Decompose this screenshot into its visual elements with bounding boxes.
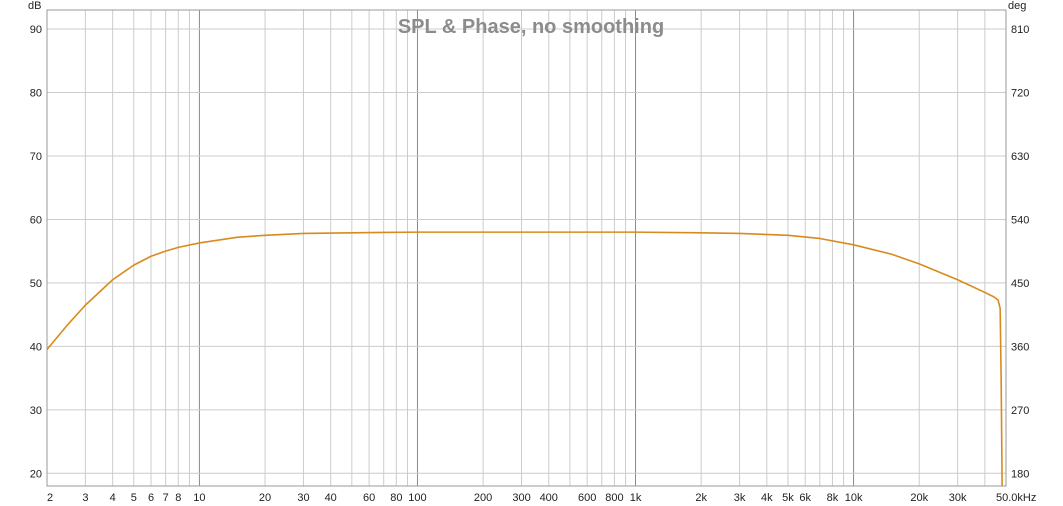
x-tick-label: 200 bbox=[474, 492, 492, 504]
y-tick-label: 50 bbox=[30, 278, 42, 290]
x-tick-label: 3k bbox=[734, 492, 746, 504]
x-tick-label: 10 bbox=[193, 492, 205, 504]
x-tick-label: 300 bbox=[512, 492, 530, 504]
x-tick-label: 60 bbox=[363, 492, 375, 504]
y2-tick-label: 270 bbox=[1011, 405, 1029, 417]
frequency-axis-ticks: 2 3 4 5 6 7 8 10 20 30 40 60 80 100 200 300 400 600 800 1k 2… bbox=[47, 492, 1036, 504]
y2-tick-label: 810 bbox=[1011, 24, 1029, 36]
x-tick-label: 50.0kHz bbox=[996, 492, 1036, 504]
x-tick-label: 6 bbox=[148, 492, 154, 504]
x-tick-label: 40 bbox=[325, 492, 337, 504]
x-tick-label: 2k bbox=[695, 492, 707, 504]
chart-title: SPL & Phase, no smoothing bbox=[398, 16, 664, 38]
x-tick-label: 800 bbox=[605, 492, 623, 504]
x-tick-label: 4 bbox=[110, 492, 116, 504]
x-tick-label: 1k bbox=[630, 492, 642, 504]
x-tick-label: 30k bbox=[949, 492, 967, 504]
grid-lines bbox=[46, 10, 1007, 486]
x-tick-label: 5k bbox=[782, 492, 794, 504]
right-axis-unit: deg bbox=[1008, 0, 1026, 12]
y2-tick-label: 180 bbox=[1011, 468, 1029, 480]
plot-frame bbox=[46, 9, 1007, 487]
spl-curve bbox=[46, 231, 1003, 487]
x-tick-label: 20k bbox=[910, 492, 928, 504]
x-tick-label: 7 bbox=[163, 492, 169, 504]
y-tick-label: 20 bbox=[30, 468, 42, 480]
x-tick-label: 600 bbox=[578, 492, 596, 504]
y-tick-label: 80 bbox=[30, 88, 42, 100]
y-tick-label: 40 bbox=[30, 341, 42, 353]
x-tick-label: 20 bbox=[259, 492, 271, 504]
left-axis-ticks: 90 80 70 60 50 40 30 20 bbox=[30, 24, 42, 480]
y-tick-label: 30 bbox=[30, 405, 42, 417]
y2-tick-label: 360 bbox=[1011, 341, 1029, 353]
x-tick-label: 8 bbox=[175, 492, 181, 504]
y-tick-label: 70 bbox=[30, 151, 42, 163]
x-tick-label: 80 bbox=[390, 492, 402, 504]
y2-tick-label: 450 bbox=[1011, 278, 1029, 290]
right-axis-ticks: 810 720 630 540 450 360 270 180 bbox=[1011, 24, 1029, 480]
x-tick-label: 2 bbox=[47, 492, 53, 504]
x-tick-label: 3 bbox=[82, 492, 88, 504]
x-tick-label: 100 bbox=[408, 492, 426, 504]
y-tick-label: 90 bbox=[30, 24, 42, 36]
x-tick-label: 10k bbox=[845, 492, 863, 504]
x-tick-label: 8k bbox=[827, 492, 839, 504]
x-tick-label: 4k bbox=[761, 492, 773, 504]
y2-tick-label: 720 bbox=[1011, 88, 1029, 100]
y2-tick-label: 630 bbox=[1011, 151, 1029, 163]
y2-tick-label: 540 bbox=[1011, 214, 1029, 226]
y-tick-label: 60 bbox=[30, 214, 42, 226]
left-axis-unit: dB bbox=[28, 0, 41, 12]
data-series bbox=[46, 231, 1003, 487]
x-tick-label: 5 bbox=[131, 492, 137, 504]
x-tick-label: 400 bbox=[540, 492, 558, 504]
x-tick-label: 30 bbox=[297, 492, 309, 504]
x-tick-label: 6k bbox=[799, 492, 811, 504]
